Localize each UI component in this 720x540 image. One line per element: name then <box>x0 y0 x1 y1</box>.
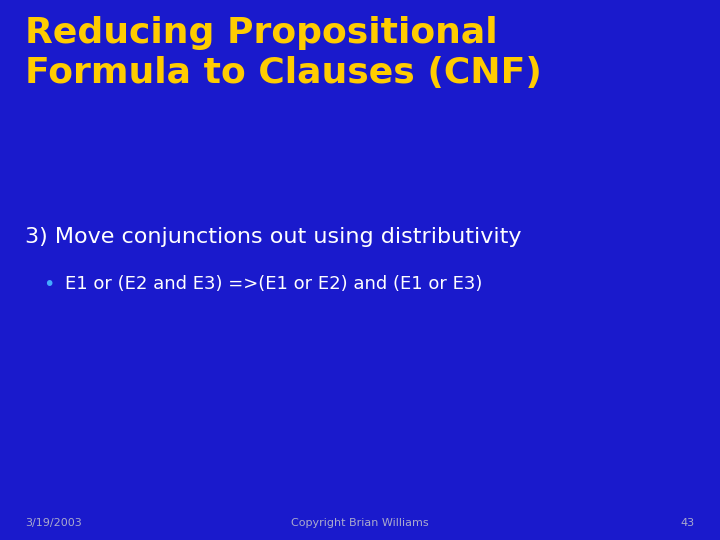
Text: 43: 43 <box>680 518 695 528</box>
Text: E1 or (E2 and E3) =>(E1 or E2) and (E1 or E3): E1 or (E2 and E3) =>(E1 or E2) and (E1 o… <box>65 275 482 293</box>
Text: 3/19/2003: 3/19/2003 <box>25 518 82 528</box>
Text: 3) Move conjunctions out using distributivity: 3) Move conjunctions out using distribut… <box>25 227 522 247</box>
Text: Reducing Propositional
Formula to Clauses (CNF): Reducing Propositional Formula to Clause… <box>25 16 542 90</box>
Text: •: • <box>43 275 55 294</box>
Text: Copyright Brian Williams: Copyright Brian Williams <box>291 518 429 528</box>
